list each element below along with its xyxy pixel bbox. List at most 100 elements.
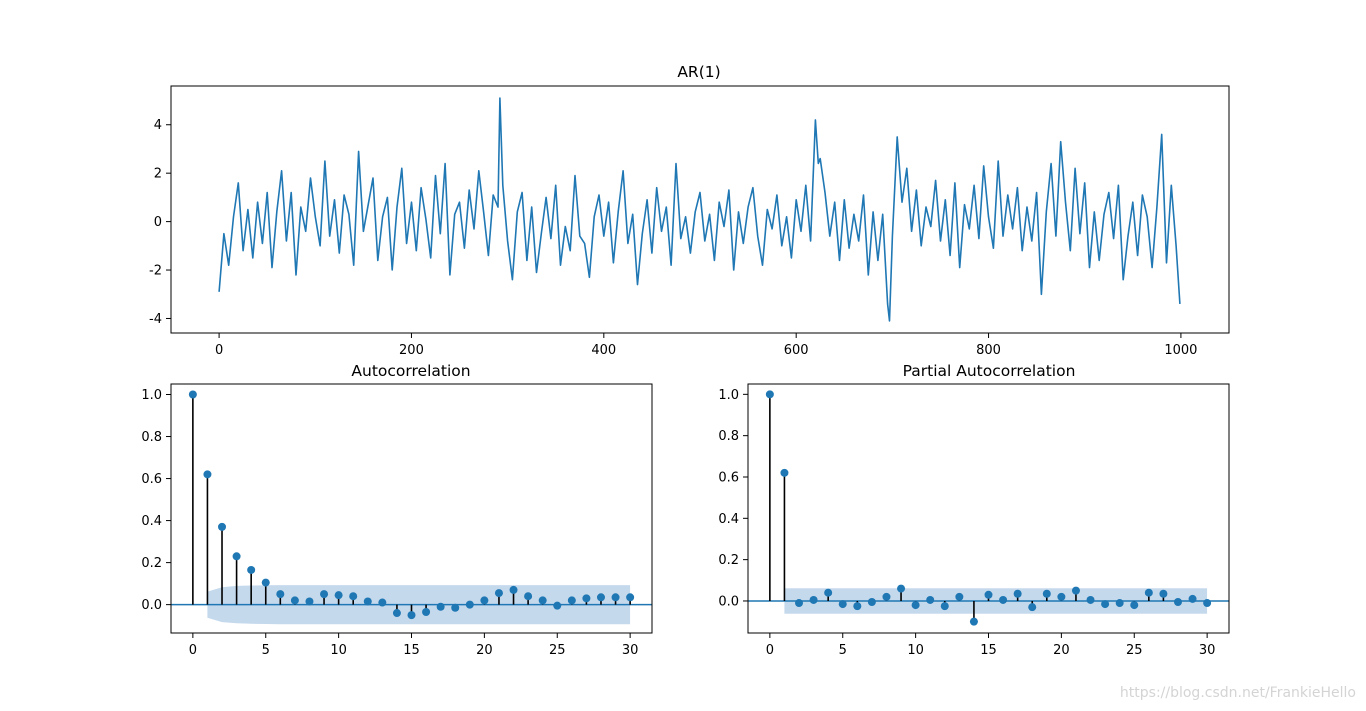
stem-marker <box>582 594 591 603</box>
stem-marker <box>276 590 285 599</box>
stem-marker <box>407 611 416 620</box>
stem-marker <box>926 595 935 604</box>
stem-marker <box>940 602 949 611</box>
stem-marker <box>553 601 562 610</box>
plot-frame <box>170 85 1230 334</box>
x-tick-label: 600 <box>784 343 809 358</box>
y-tick-label: 0.6 <box>718 470 739 485</box>
x-tick-label: 20 <box>476 643 493 658</box>
stem-marker <box>999 595 1008 604</box>
x-tick-label: 5 <box>262 643 270 658</box>
y-tick-label: -4 <box>149 312 162 327</box>
x-tick-label: 400 <box>591 343 616 358</box>
stem-marker <box>261 578 270 587</box>
y-tick-label: 0.8 <box>141 430 162 445</box>
stem-marker <box>524 592 533 601</box>
stem-marker <box>1101 600 1110 609</box>
stem-marker <box>867 598 876 607</box>
stem-marker <box>626 593 635 602</box>
x-tick-label: 1000 <box>1164 343 1197 358</box>
x-tick-label: 5 <box>839 643 847 658</box>
stem-marker <box>1057 592 1066 601</box>
y-tick-label: 0.0 <box>718 594 739 609</box>
stem-marker <box>824 588 833 597</box>
stem-marker <box>392 609 401 618</box>
x-tick-label: 15 <box>403 643 420 658</box>
x-tick-label: 30 <box>1199 643 1216 658</box>
stem-marker <box>780 468 789 477</box>
y-tick-label: 1.0 <box>718 388 739 403</box>
chart-title: AR(1) <box>677 63 720 81</box>
y-tick-label: 0.0 <box>141 598 162 613</box>
stem-marker <box>1042 589 1051 598</box>
stem-marker <box>1028 603 1037 612</box>
y-tick-label: 0.4 <box>718 512 739 527</box>
plot-frame <box>747 383 1230 634</box>
stem-marker <box>1130 601 1139 610</box>
stem-marker <box>1144 588 1153 597</box>
stem-marker <box>436 602 445 611</box>
stem-marker <box>378 598 387 607</box>
stem-marker <box>838 600 847 609</box>
stem-marker <box>853 602 862 611</box>
ar1-series-line <box>218 97 1181 322</box>
pacf-stem-chart: Partial Autocorrelation 0 5 10 15 20 25 30 0.0 0… <box>718 362 1230 658</box>
stem-marker <box>969 617 978 626</box>
x-tick-label: 200 <box>399 343 424 358</box>
stem-marker <box>567 596 576 605</box>
y-tick-label: 0.2 <box>718 553 739 568</box>
stem-marker <box>334 591 343 600</box>
watermark-text: https://blog.csdn.net/FrankieHello <box>1119 685 1356 701</box>
stem-marker <box>984 590 993 599</box>
stem-marker <box>290 596 299 605</box>
stem-marker <box>232 552 241 561</box>
stem-marker <box>1188 594 1197 603</box>
stem-marker <box>422 607 431 616</box>
stem-marker <box>203 470 212 479</box>
x-tick-label: 0 <box>215 343 223 358</box>
stem-marker <box>1013 589 1022 598</box>
stem-marker <box>1159 589 1168 598</box>
y-tick-label: -2 <box>149 264 162 279</box>
stem-marker <box>363 597 372 606</box>
y-tick-label: 0.2 <box>141 556 162 571</box>
stem-marker <box>494 589 503 598</box>
stem-marker <box>765 390 774 399</box>
stem-marker <box>480 596 489 605</box>
stem-marker <box>218 522 227 531</box>
stem-marker <box>509 585 518 594</box>
stem-marker <box>795 599 804 608</box>
x-tick-label: 25 <box>549 643 566 658</box>
stem-marker <box>911 601 920 610</box>
plot-frame <box>170 383 653 634</box>
stem-marker <box>1115 599 1124 608</box>
stem-marker <box>1203 599 1212 608</box>
stem-marker <box>188 390 197 399</box>
chart-title: Autocorrelation <box>351 362 470 380</box>
y-tick-label: 0 <box>154 215 162 230</box>
x-tick-label: 15 <box>980 643 997 658</box>
stem-marker <box>538 596 547 605</box>
y-tick-label: 0.8 <box>718 429 739 444</box>
stem-marker <box>809 595 818 604</box>
acf-stem-chart: Autocorrelation 0 5 10 15 20 25 30 0.0 0.2 0.4 0.6… <box>141 362 653 658</box>
x-tick-label: 0 <box>766 643 774 658</box>
ar1-line-chart: AR(1) 0 200 400 600 800 1000 -4 -2 0 2 4 <box>149 63 1230 358</box>
y-tick-label: 1.0 <box>141 388 162 403</box>
stem-marker <box>320 590 329 599</box>
x-tick-label: 20 <box>1053 643 1070 658</box>
stem-marker <box>1086 595 1095 604</box>
x-tick-label: 10 <box>330 643 347 658</box>
stem-marker <box>955 592 964 601</box>
y-tick-label: 2 <box>154 167 162 182</box>
stem-marker <box>882 592 891 601</box>
stem-marker <box>305 597 314 606</box>
stem-marker <box>465 600 474 609</box>
x-tick-label: 25 <box>1126 643 1143 658</box>
y-tick-label: 4 <box>154 118 162 133</box>
x-tick-label: 0 <box>189 643 197 658</box>
stem-marker <box>1173 598 1182 607</box>
y-tick-label: 0.4 <box>141 514 162 529</box>
stem-marker <box>897 584 906 593</box>
